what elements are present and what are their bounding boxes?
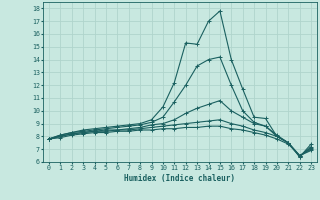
X-axis label: Humidex (Indice chaleur): Humidex (Indice chaleur) [124, 174, 236, 183]
